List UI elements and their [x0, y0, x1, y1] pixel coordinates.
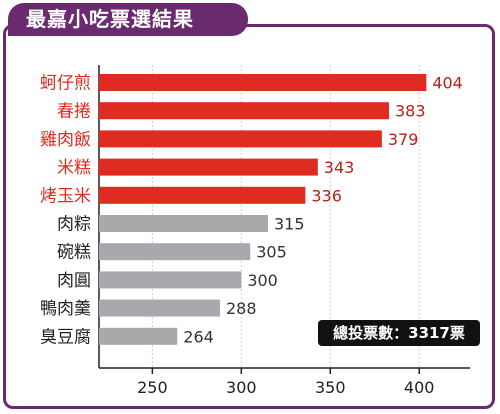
x-tick-label: 350 — [315, 378, 346, 397]
category-label: 鴨肉羹 — [40, 299, 91, 319]
data-label: 383 — [395, 102, 426, 121]
x-tick-label: 250 — [137, 378, 168, 397]
category-label: 肉圓 — [57, 271, 91, 291]
chart-title: 最嘉小吃票選結果 — [8, 3, 248, 36]
category-label: 肉粽 — [57, 215, 91, 235]
bar — [99, 74, 427, 91]
data-label: 315 — [274, 215, 305, 234]
data-label: 404 — [432, 74, 463, 93]
x-tick-label: 400 — [404, 378, 435, 397]
bar — [99, 186, 306, 204]
data-label: 379 — [388, 130, 419, 149]
bar — [99, 243, 251, 261]
total-votes-badge: 總投票數：3317票 — [318, 320, 480, 346]
category-label: 臭豆腐 — [40, 327, 91, 347]
data-label: 343 — [324, 158, 355, 177]
data-label: 305 — [256, 243, 287, 262]
data-label: 264 — [183, 327, 214, 346]
data-label: 288 — [226, 299, 257, 318]
bar — [99, 327, 178, 345]
category-label: 蚵仔煎 — [40, 74, 91, 94]
category-label: 雞肉飯 — [40, 130, 91, 150]
category-label: 烤玉米 — [40, 186, 91, 206]
bar — [99, 130, 382, 148]
bar — [99, 299, 220, 317]
bar — [99, 158, 318, 176]
category-label: 米糕 — [57, 158, 91, 178]
bar — [99, 215, 268, 232]
category-label: 春捲 — [57, 102, 91, 122]
x-tick-label: 300 — [226, 378, 257, 397]
bar — [99, 271, 242, 289]
data-label: 300 — [247, 271, 278, 290]
data-label: 336 — [311, 186, 342, 205]
bar — [99, 102, 389, 120]
category-label: 碗糕 — [57, 243, 91, 263]
